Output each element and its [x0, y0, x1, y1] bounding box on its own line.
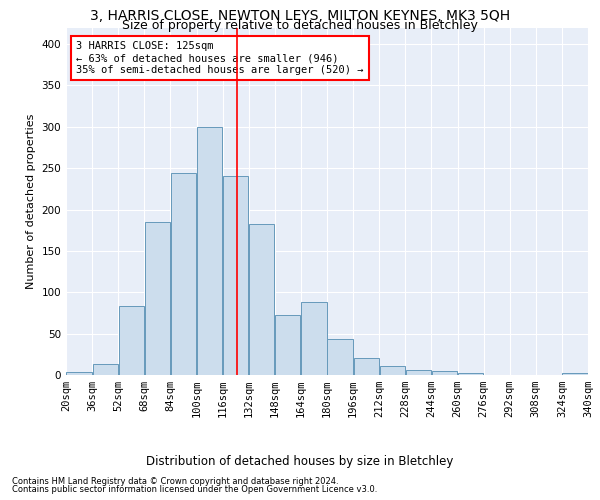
- Bar: [380, 366, 405, 375]
- Bar: [328, 338, 353, 375]
- Text: Contains HM Land Registry data © Crown copyright and database right 2024.: Contains HM Land Registry data © Crown c…: [12, 477, 338, 486]
- Text: Distribution of detached houses by size in Bletchley: Distribution of detached houses by size …: [146, 455, 454, 468]
- Bar: [223, 176, 248, 375]
- Text: Contains public sector information licensed under the Open Government Licence v3: Contains public sector information licen…: [12, 485, 377, 494]
- Bar: [353, 358, 379, 375]
- Bar: [432, 371, 457, 375]
- Y-axis label: Number of detached properties: Number of detached properties: [26, 114, 36, 289]
- Bar: [92, 364, 118, 375]
- Bar: [406, 370, 431, 375]
- Bar: [171, 173, 196, 375]
- Bar: [275, 316, 301, 375]
- Text: Size of property relative to detached houses in Bletchley: Size of property relative to detached ho…: [122, 19, 478, 32]
- Bar: [145, 222, 170, 375]
- Bar: [562, 372, 587, 375]
- Bar: [249, 224, 274, 375]
- Text: 3, HARRIS CLOSE, NEWTON LEYS, MILTON KEYNES, MK3 5QH: 3, HARRIS CLOSE, NEWTON LEYS, MILTON KEY…: [90, 9, 510, 23]
- Bar: [301, 302, 326, 375]
- Bar: [119, 306, 144, 375]
- Bar: [458, 372, 483, 375]
- Bar: [67, 372, 92, 375]
- Text: 3 HARRIS CLOSE: 125sqm
← 63% of detached houses are smaller (946)
35% of semi-de: 3 HARRIS CLOSE: 125sqm ← 63% of detached…: [76, 42, 364, 74]
- Bar: [197, 127, 222, 375]
